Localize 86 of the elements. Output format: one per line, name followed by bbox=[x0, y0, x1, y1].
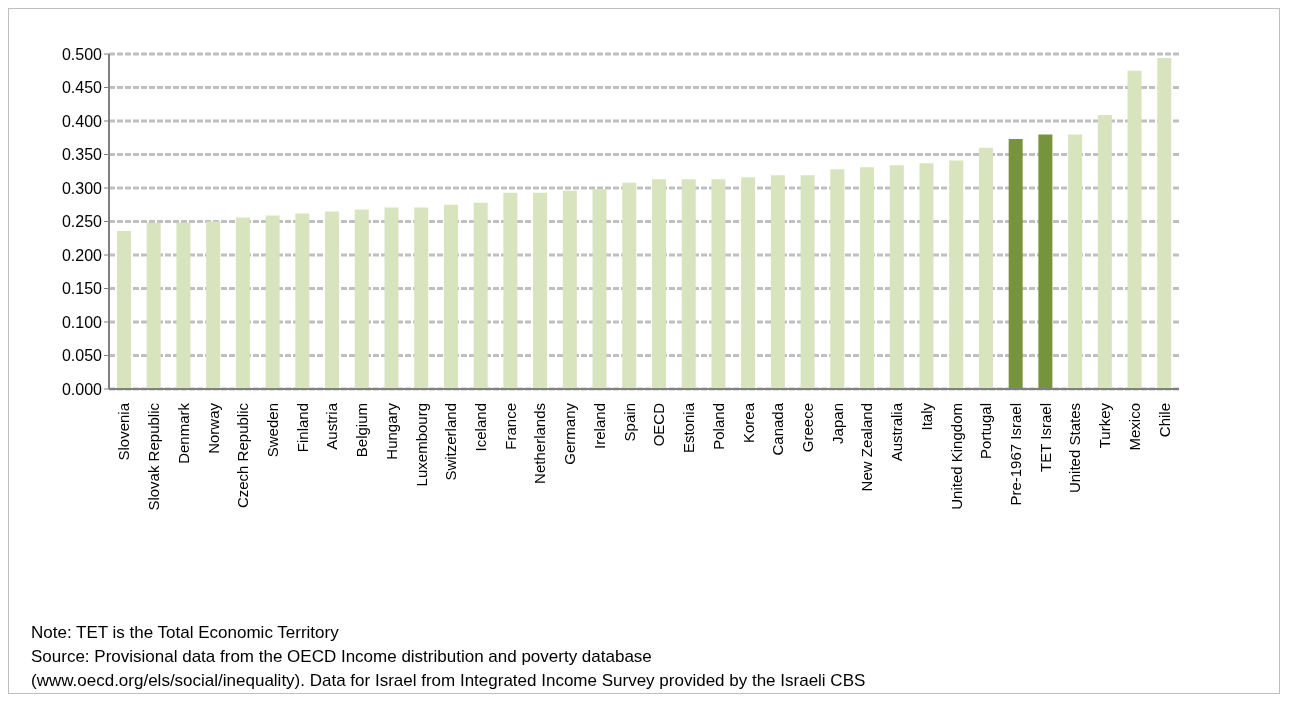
bar bbox=[1068, 134, 1083, 389]
bar bbox=[533, 192, 548, 389]
x-tick-label: Korea bbox=[739, 402, 757, 444]
x-tick-label: Turkey bbox=[1096, 402, 1114, 449]
x-tick-label: New Zealand bbox=[858, 403, 876, 492]
text: (www.oecd.org/els/social/inequality). Data for Israel from Integrated Income Survey provided by the Israeli CBS bbox=[31, 670, 866, 692]
y-tick-label: 0.450 bbox=[61, 79, 103, 97]
x-tick-label: Austria bbox=[323, 402, 341, 450]
bar bbox=[206, 221, 221, 389]
bar bbox=[117, 230, 131, 389]
y-tick-label: 0.150 bbox=[61, 280, 103, 298]
bar bbox=[384, 207, 399, 389]
bar bbox=[711, 179, 726, 389]
x-tick-label: Mexico bbox=[1125, 403, 1143, 451]
bar bbox=[1038, 134, 1053, 389]
x-tick-label: Poland bbox=[709, 403, 727, 450]
bar bbox=[295, 213, 310, 389]
y-tick-label: 0.300 bbox=[61, 179, 103, 197]
x-tick-label: Netherlands bbox=[531, 403, 549, 484]
bar bbox=[681, 179, 696, 389]
x-tick-label: Estonia bbox=[680, 402, 698, 454]
bar bbox=[473, 202, 488, 389]
bar bbox=[443, 204, 458, 389]
bar bbox=[1127, 70, 1142, 389]
bar bbox=[741, 177, 756, 389]
y-tick-label: 0.500 bbox=[61, 45, 103, 63]
x-tick-label: Hungary bbox=[382, 402, 400, 460]
y-tick-label: 0.350 bbox=[61, 146, 103, 164]
x-tick-label: Portugal bbox=[977, 403, 995, 459]
bar bbox=[978, 147, 993, 389]
x-tick-label: Sweden bbox=[263, 403, 281, 458]
y-tick-label: 0.100 bbox=[61, 313, 103, 331]
bar bbox=[592, 189, 607, 389]
bar bbox=[265, 215, 280, 389]
bar bbox=[414, 207, 429, 389]
x-tick-label: Norway bbox=[204, 402, 222, 454]
x-tick-label: Greece bbox=[798, 403, 816, 453]
x-tick-label: Iceland bbox=[472, 403, 490, 452]
bar bbox=[889, 165, 904, 389]
bar bbox=[919, 163, 934, 389]
y-tick-label: 0.400 bbox=[61, 112, 103, 130]
y-tick-label: 0.200 bbox=[61, 246, 103, 264]
bar bbox=[652, 179, 666, 389]
x-tick-label: TET Israel bbox=[1036, 403, 1054, 472]
bar bbox=[1008, 139, 1023, 389]
x-tick-label: Italy bbox=[917, 402, 935, 431]
x-tick-label: Finland bbox=[293, 403, 311, 453]
x-tick-label: OECD bbox=[650, 402, 668, 447]
source-note: Source: Provisional data from the OECD Income distribution and poverty database bbox=[31, 646, 653, 668]
bar bbox=[770, 175, 785, 389]
bar bbox=[1157, 58, 1172, 389]
x-tick-label: Belgium bbox=[353, 403, 371, 458]
x-tick-label: United States bbox=[1066, 403, 1084, 494]
x-tick-label: Denmark bbox=[174, 402, 192, 464]
x-tick-label: Slovak Republic bbox=[145, 402, 163, 511]
x-tick-label: Canada bbox=[769, 402, 787, 456]
x-tick-label: Australia bbox=[888, 402, 906, 462]
bar bbox=[949, 160, 964, 389]
text: Note: TET is the Total Economic Territory bbox=[31, 622, 340, 644]
x-tick-label: Pre-1967 Israel bbox=[1007, 403, 1025, 506]
bar bbox=[325, 211, 340, 389]
x-tick-label: Switzerland bbox=[442, 403, 460, 481]
y-tick-label: 0.250 bbox=[61, 213, 103, 231]
bar bbox=[860, 167, 875, 389]
bar bbox=[562, 190, 577, 389]
y-tick-label: 0.000 bbox=[61, 380, 103, 398]
x-tick-label: France bbox=[501, 403, 519, 450]
bar bbox=[354, 209, 369, 389]
x-tick-label: Germany bbox=[561, 402, 579, 465]
x-tick-label: Slovenia bbox=[115, 402, 133, 461]
bar bbox=[1097, 114, 1112, 389]
x-tick-label: Ireland bbox=[590, 403, 608, 449]
bar bbox=[503, 192, 518, 389]
x-tick-label: United Kingdom bbox=[947, 403, 965, 510]
bar bbox=[146, 222, 161, 389]
x-tick-label: Chile bbox=[1155, 403, 1173, 438]
bar bbox=[235, 217, 250, 389]
y-tick-label: 0.050 bbox=[61, 347, 103, 365]
bar bbox=[800, 175, 815, 389]
x-tick-label: Spain bbox=[620, 403, 638, 442]
bar bbox=[176, 222, 191, 389]
x-tick-label: Luxembourg bbox=[412, 403, 430, 487]
x-tick-label: Japan bbox=[828, 403, 846, 444]
x-tick-label: Czech Republic bbox=[234, 402, 252, 509]
bar bbox=[830, 169, 845, 389]
bar bbox=[622, 182, 637, 389]
